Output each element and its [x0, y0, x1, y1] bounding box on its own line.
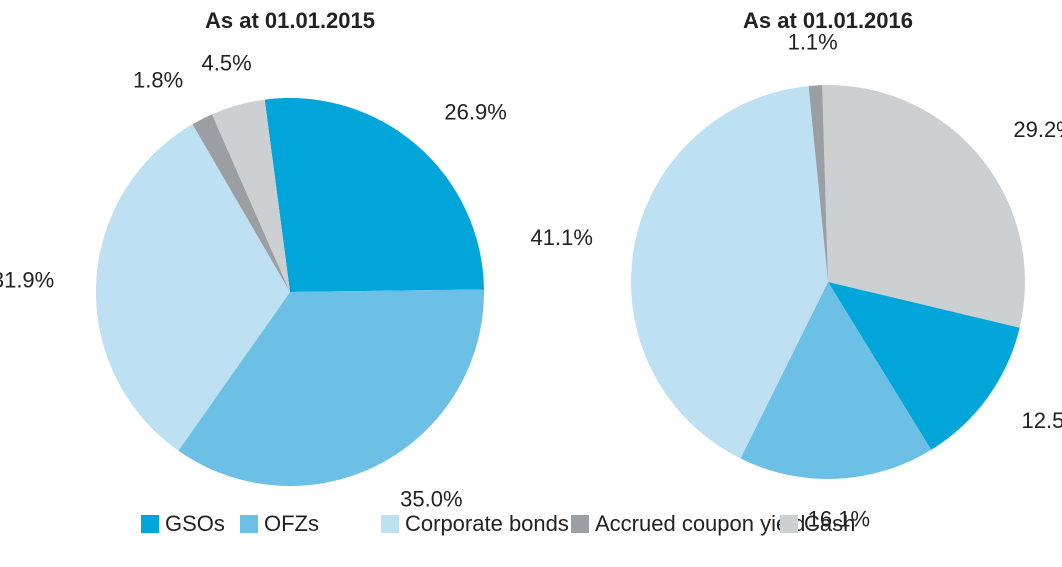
pie-slice	[740, 282, 932, 480]
pie-slice	[212, 99, 290, 292]
pie-slice	[264, 98, 484, 292]
data-label: 35.0%	[400, 487, 462, 512]
pie-slice	[95, 124, 291, 451]
legend-label: Corporate bonds	[405, 511, 569, 536]
pie-slice	[822, 85, 1025, 328]
data-label: 16.1%	[808, 507, 870, 532]
pie-slice	[828, 282, 1020, 450]
legend-label: Cash	[804, 511, 855, 536]
legend-swatch	[240, 515, 258, 533]
data-label: 41.1%	[531, 225, 593, 250]
data-label: 26.9%	[444, 99, 506, 124]
legend-label: OFZs	[264, 511, 319, 536]
pie-slice	[631, 85, 828, 459]
data-label: 4.5%	[201, 50, 251, 75]
legend-label: GSOs	[165, 511, 225, 536]
legend-swatch	[381, 515, 399, 533]
chart-title: As at 01.01.2015	[205, 8, 375, 33]
data-label: 12.5%	[1022, 408, 1062, 433]
legend-swatch	[571, 515, 589, 533]
legend-label: Accrued coupon yield	[595, 511, 805, 536]
legend-swatch	[141, 515, 159, 533]
chart-title: As at 01.01.2016	[743, 8, 913, 33]
pie-slice	[178, 289, 485, 486]
pie-slice	[808, 85, 828, 283]
data-label: 1.8%	[133, 67, 183, 92]
legend-swatch	[780, 515, 798, 533]
pie-slice	[192, 114, 290, 292]
data-label: 1.1%	[788, 29, 838, 54]
data-label: 29.2%	[1013, 117, 1062, 142]
data-label: 31.9%	[0, 268, 54, 293]
